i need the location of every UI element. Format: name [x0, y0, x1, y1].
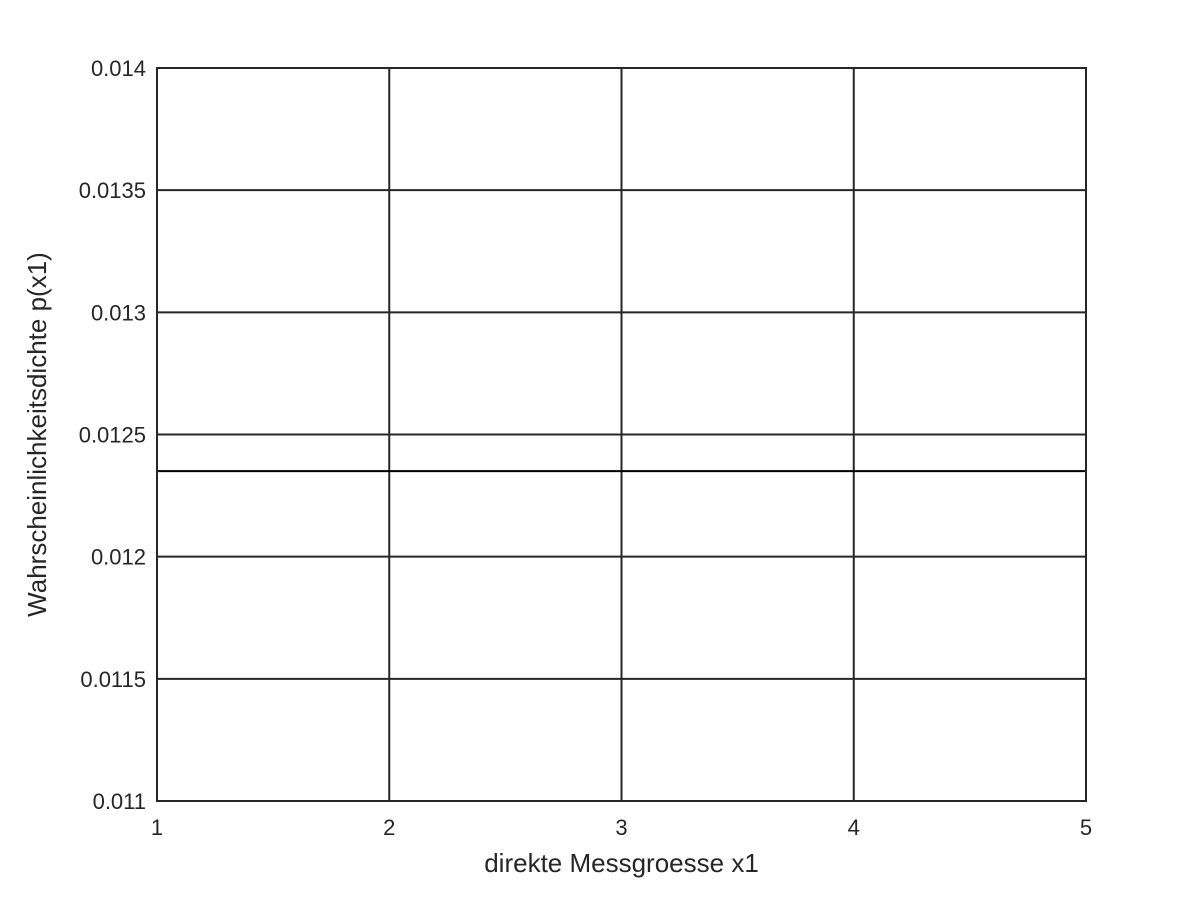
grid-lines	[156, 67, 1087, 802]
x-tick-label: 3	[615, 815, 627, 840]
y-tick-label: 0.0115	[80, 667, 146, 692]
y-tick-label: 0.014	[91, 56, 146, 81]
y-tick-label: 0.0135	[79, 178, 146, 203]
x-tick-label: 1	[151, 815, 163, 840]
y-tick-label: 0.012	[91, 545, 146, 570]
x-tick-label: 5	[1080, 815, 1092, 840]
x-tick-label: 2	[383, 815, 395, 840]
x-axis-label: direkte Messgroesse x1	[484, 848, 759, 878]
y-tick-label: 0.011	[93, 789, 146, 814]
y-tick-label: 0.013	[91, 300, 146, 325]
y-tick-label: 0.0125	[79, 423, 146, 448]
tick-labels: 1 2 3 4 5 0.011 0.0115 0.012 0.0125 0.013 0.0135 0.…	[79, 56, 1092, 840]
y-axis-label: Wahrscheinlichkeitsdichte p(x1)	[22, 252, 52, 617]
plot-frame	[156, 67, 1087, 802]
x-tick-label: 4	[848, 815, 860, 840]
